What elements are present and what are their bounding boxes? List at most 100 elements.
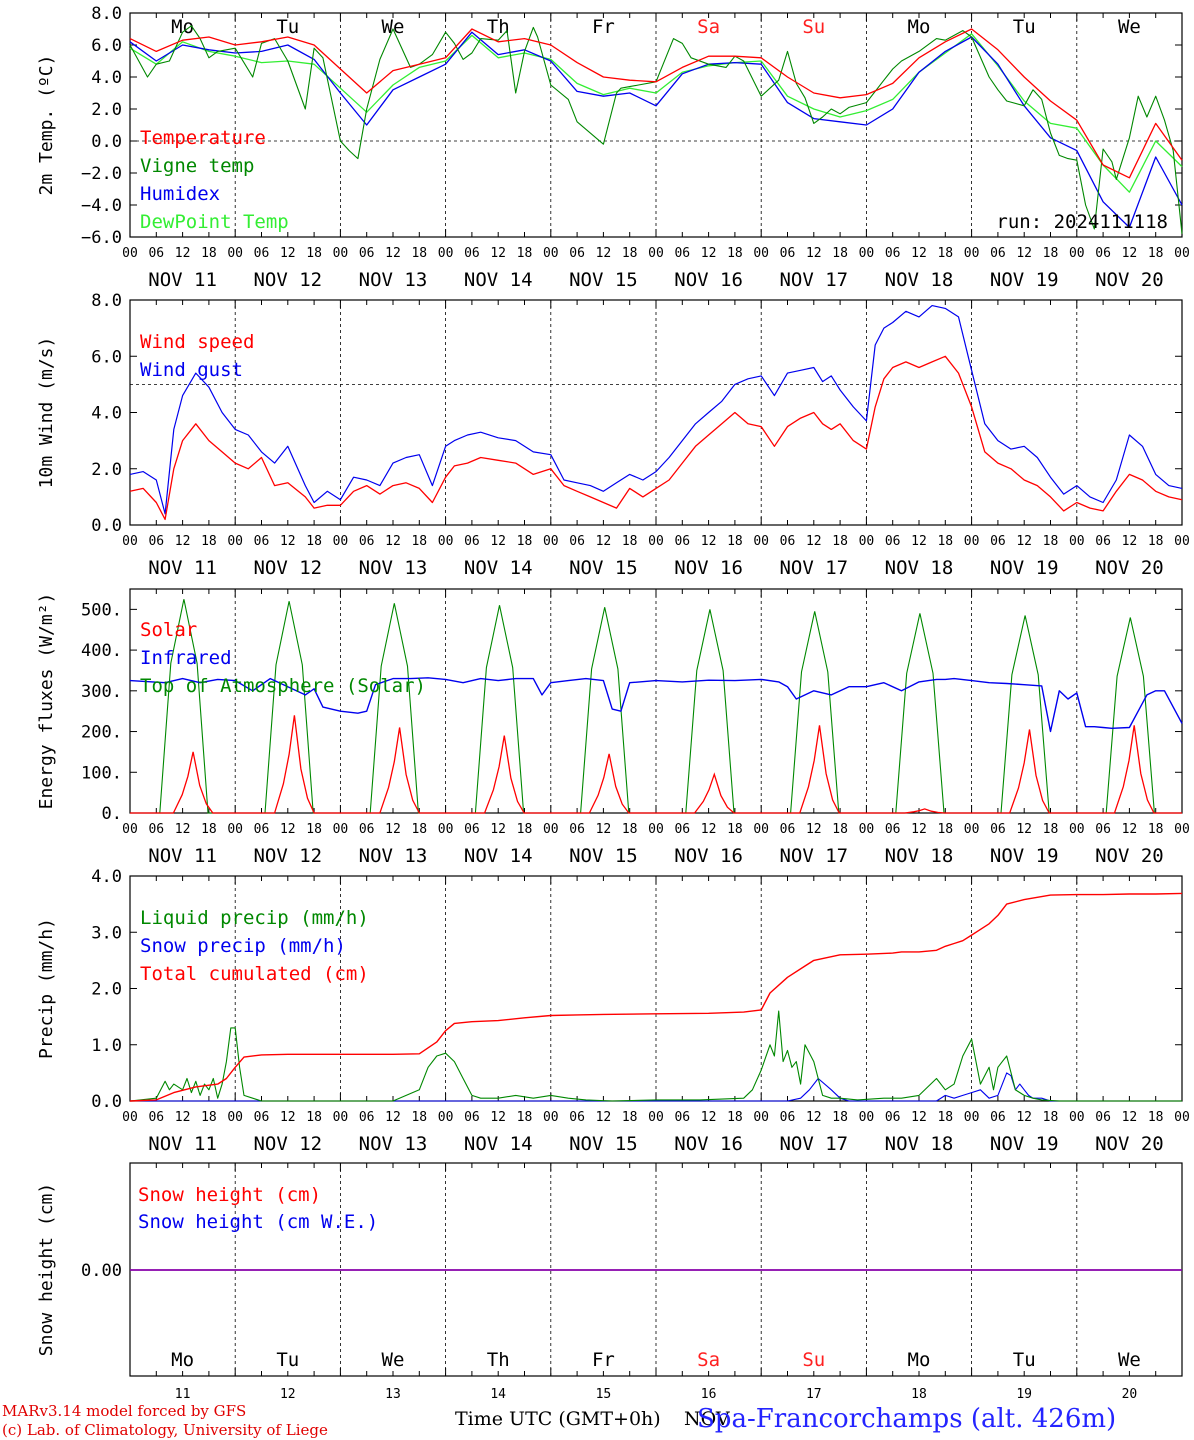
date-label: NOV 17	[779, 269, 848, 291]
date-label: NOV 20	[1095, 557, 1164, 579]
hour-tick-label: 00	[1069, 246, 1085, 261]
day-number-label: 14	[490, 1387, 506, 1402]
legend-humidex: Humidex	[140, 183, 220, 205]
hour-tick-label: 12	[1016, 246, 1032, 261]
hour-tick-label: 06	[990, 1110, 1006, 1125]
hour-tick-label: 00	[1069, 1110, 1085, 1125]
date-label: NOV 17	[779, 1133, 848, 1155]
hour-tick-label: 06	[464, 534, 480, 549]
legend-temperature: Temperature	[140, 127, 266, 149]
hour-tick-label: 18	[622, 246, 638, 261]
hour-tick-label: 18	[727, 1110, 743, 1125]
hour-tick-label: 12	[490, 246, 506, 261]
day-number-label: 17	[806, 1387, 822, 1402]
hour-tick-label: 00	[543, 822, 559, 837]
hour-tick-label: 06	[464, 1110, 480, 1125]
day-name-label: We	[382, 16, 405, 38]
date-label: NOV 16	[674, 557, 743, 579]
hour-tick-label: 06	[569, 246, 585, 261]
hour-tick-label: 18	[622, 534, 638, 549]
legend-snow-height-cm-w-e: Snow height (cm W.E.)	[138, 1211, 378, 1233]
hour-tick-label: 18	[201, 1110, 217, 1125]
date-label: NOV 13	[359, 269, 428, 291]
date-label: NOV 12	[253, 557, 322, 579]
date-label: NOV 16	[674, 845, 743, 867]
hour-tick-label: 12	[911, 534, 927, 549]
hour-tick-label: 12	[806, 1110, 822, 1125]
y-tick-label: 3.0	[91, 923, 122, 943]
y-tick-label: 0.	[102, 804, 122, 824]
hour-tick-label: 00	[859, 534, 875, 549]
hour-tick-label: 00	[859, 1110, 875, 1125]
hour-tick-label: 00	[333, 822, 349, 837]
date-label: NOV 19	[990, 557, 1059, 579]
y-tick-label: 4.0	[91, 867, 122, 887]
series-wind-gust	[129, 305, 1183, 515]
hour-tick-label: 00	[753, 534, 769, 549]
legend-liquid-precip-mm-h: Liquid precip (mm/h)	[140, 907, 369, 929]
legend-wind-gust: Wind gust	[140, 359, 243, 381]
date-label: NOV 18	[885, 557, 954, 579]
date-label: NOV 19	[990, 845, 1059, 867]
hour-tick-label: 06	[1095, 822, 1111, 837]
hour-tick-label: 12	[806, 822, 822, 837]
series-humidex	[129, 31, 1183, 229]
hour-tick-label: 06	[990, 534, 1006, 549]
hour-tick-label: 06	[780, 246, 796, 261]
hour-tick-label: 06	[1095, 1110, 1111, 1125]
date-label: NOV 15	[569, 1133, 638, 1155]
date-label: NOV 20	[1095, 845, 1164, 867]
hour-tick-label: 06	[359, 246, 375, 261]
legend-wind-speed: Wind speed	[140, 331, 254, 353]
hour-tick-label: 12	[280, 534, 296, 549]
hour-tick-label: 12	[1122, 534, 1138, 549]
hour-tick-label: 12	[806, 246, 822, 261]
day-number-label: 18	[911, 1387, 927, 1402]
legend-infrared: Infrared	[140, 647, 232, 669]
hour-tick-label: 12	[280, 822, 296, 837]
date-label: NOV 12	[253, 845, 322, 867]
hour-tick-label: 06	[359, 534, 375, 549]
series-infrared	[129, 677, 1183, 733]
hour-tick-label: 18	[1043, 822, 1059, 837]
hour-tick-label: 12	[490, 822, 506, 837]
date-label: NOV 16	[674, 269, 743, 291]
date-label: NOV 13	[359, 557, 428, 579]
hour-tick-label: 12	[1016, 1110, 1032, 1125]
hour-tick-label: 12	[280, 1110, 296, 1125]
y-axis-label: Snow height (cm)	[36, 1183, 57, 1356]
hour-tick-label: 18	[622, 1110, 638, 1125]
y-tick-label: 2.0	[91, 460, 122, 480]
legend-dewpoint-temp: DewPoint Temp	[140, 211, 289, 233]
panel-frame	[129, 588, 1183, 814]
hour-tick-label: 06	[885, 1110, 901, 1125]
day-name-label: Tu	[1013, 1349, 1036, 1371]
y-axis-label: 10m Wind (m/s)	[36, 337, 57, 489]
panel-1: 8.0 6.0 4.0 2.0 0.0 −2.0 −4.0 −6.0 2m Temp. (ºC)…	[36, 4, 1190, 291]
y-tick-label: −4.0	[81, 196, 122, 216]
day-number-label: 15	[596, 1387, 612, 1402]
hour-tick-label: 18	[622, 822, 638, 837]
series-total-cumulated-cm	[129, 892, 1183, 1102]
date-label: NOV 17	[779, 557, 848, 579]
date-label: NOV 14	[464, 845, 533, 867]
panel-frame	[129, 299, 1183, 526]
hour-tick-label: 18	[411, 822, 427, 837]
date-label: NOV 11	[148, 557, 217, 579]
hour-tick-label: 12	[490, 534, 506, 549]
hour-tick-label: 00	[333, 246, 349, 261]
hour-tick-label: 06	[990, 246, 1006, 261]
hour-tick-label: 00	[859, 822, 875, 837]
hour-tick-label: 00	[333, 534, 349, 549]
hour-tick-label: 06	[464, 246, 480, 261]
hour-tick-label: 06	[780, 822, 796, 837]
hour-tick-label: 06	[464, 822, 480, 837]
date-label: NOV 12	[253, 269, 322, 291]
hour-tick-label: 00	[753, 822, 769, 837]
y-tick-label: 0.0	[91, 1092, 122, 1112]
hour-tick-label: 06	[254, 534, 270, 549]
day-name-label: Tu	[276, 16, 299, 38]
hour-tick-label: 18	[1148, 1110, 1164, 1125]
date-label: NOV 12	[253, 1133, 322, 1155]
hour-tick-label: 00	[543, 246, 559, 261]
